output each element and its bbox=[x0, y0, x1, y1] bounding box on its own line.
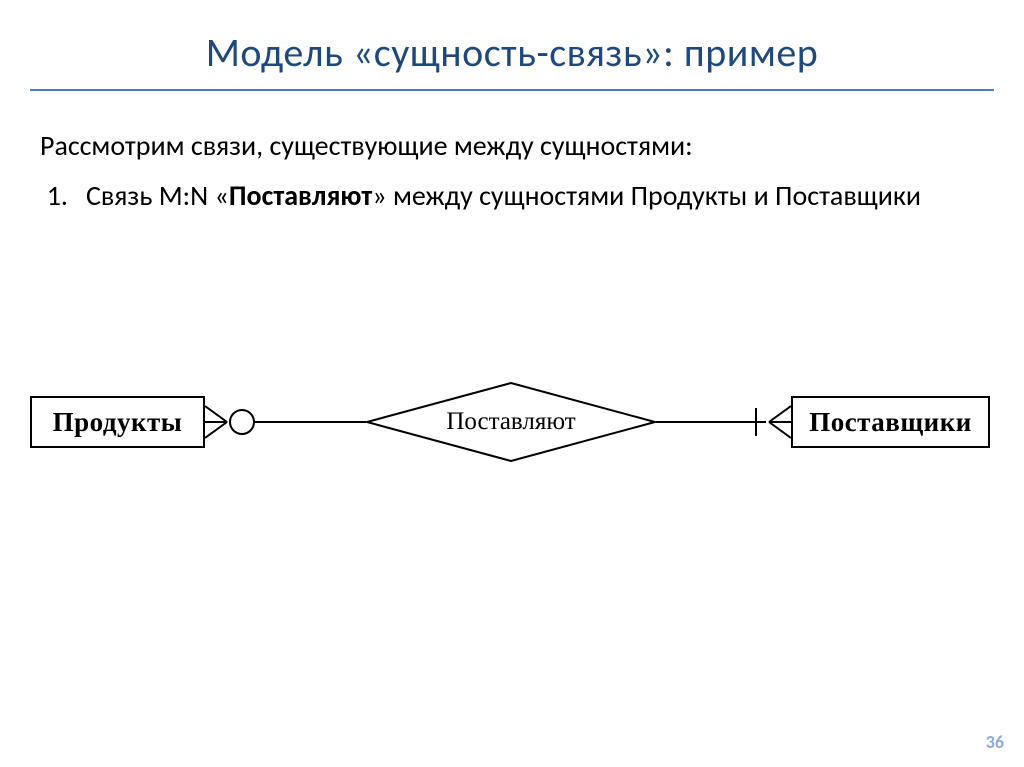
relationship-text: Поставляют bbox=[446, 408, 575, 436]
list-bold: Поставляют bbox=[229, 178, 372, 213]
intro-text: Рассмотрим связи, существующие между сущ… bbox=[40, 128, 693, 163]
list-number: 1. bbox=[40, 177, 68, 215]
connector-left bbox=[205, 396, 366, 448]
entity-left: Продукты bbox=[30, 396, 205, 448]
connector-right-svg bbox=[656, 396, 791, 448]
list-item: 1. Связь M:N «Поставляют» между сущностя… bbox=[40, 177, 984, 215]
connector-right bbox=[656, 396, 791, 448]
page-number: 36 bbox=[986, 731, 1004, 753]
list-suffix: » между сущностями Продукты и Поставщики bbox=[372, 178, 921, 213]
relationship-diamond: Поставляют bbox=[366, 382, 656, 462]
relationship-label: Поставляют bbox=[366, 382, 656, 462]
body: Рассмотрим связи, существующие между сущ… bbox=[0, 91, 1024, 215]
er-diagram: Продукты Поставляют bbox=[30, 366, 990, 486]
entity-left-label: Продукты bbox=[53, 407, 183, 438]
list-prefix: Связь M:N « bbox=[86, 178, 229, 213]
connector-left-svg bbox=[205, 396, 366, 448]
slide: Модель «сущность-связь»: пример Рассмотр… bbox=[0, 0, 1024, 767]
numbered-list: 1. Связь M:N «Поставляют» между сущностя… bbox=[40, 177, 984, 215]
slide-title: Модель «сущность-связь»: пример bbox=[0, 28, 1024, 77]
entity-right: Поставщики bbox=[791, 396, 990, 448]
slide-title-block: Модель «сущность-связь»: пример bbox=[0, 0, 1024, 89]
intro-paragraph: Рассмотрим связи, существующие между сущ… bbox=[40, 127, 984, 165]
entity-right-label: Поставщики bbox=[809, 407, 972, 438]
list-text: Связь M:N «Поставляют» между сущностями … bbox=[86, 177, 984, 215]
